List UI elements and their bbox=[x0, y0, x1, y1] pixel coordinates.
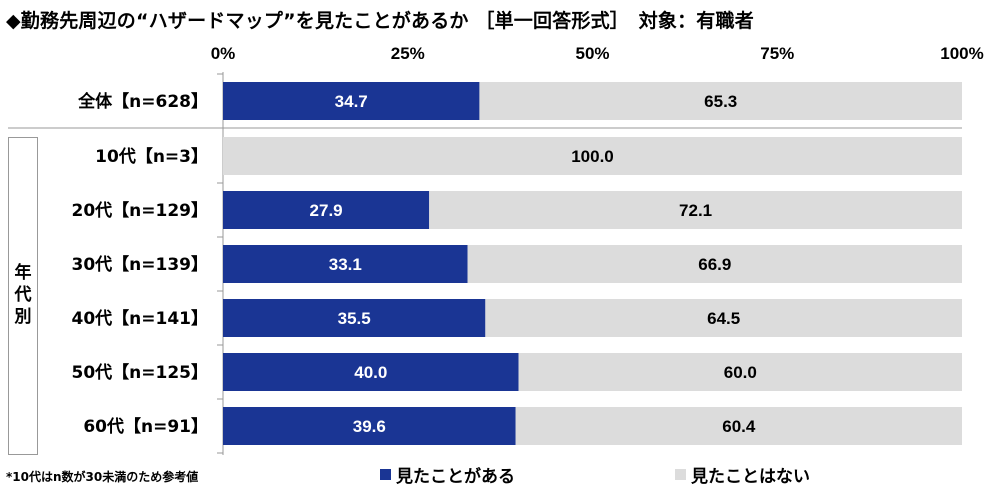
bar-seen bbox=[223, 245, 468, 283]
bar-seen bbox=[223, 82, 480, 120]
x-tick-label: 100% bbox=[940, 44, 983, 63]
value-label-seen: 33.1 bbox=[329, 255, 362, 274]
bar-seen bbox=[223, 299, 486, 337]
row-label: 40代【n=141】 bbox=[72, 308, 209, 329]
value-label-seen: 34.7 bbox=[335, 92, 368, 111]
value-label-seen: 27.9 bbox=[310, 201, 343, 220]
row-label: 30代【n=139】 bbox=[72, 254, 209, 275]
age-group-label: 年代別 bbox=[14, 263, 32, 327]
bar-not-seen bbox=[429, 191, 962, 229]
legend-item-not-seen: 見たことはない bbox=[675, 462, 810, 487]
value-label-not-seen: 60.0 bbox=[724, 363, 757, 382]
legend-label-not-seen: 見たことはない bbox=[691, 467, 810, 487]
value-label-not-seen: 64.5 bbox=[707, 309, 740, 328]
chart-title: ◆勤務先周辺の“ハザードマップ”を見たことがあるか ［単一回答形式］ 対象：有職… bbox=[6, 10, 754, 32]
x-tick-label: 0% bbox=[211, 44, 236, 63]
x-tick-label: 75% bbox=[760, 44, 794, 63]
footnote: *10代はn数が30未満のため参考値 bbox=[6, 470, 199, 484]
value-label-seen: 35.5 bbox=[338, 309, 371, 328]
legend-item-seen: 見たことがある bbox=[380, 462, 515, 487]
bar-not-seen bbox=[515, 407, 962, 445]
row-label: 50代【n=125】 bbox=[72, 362, 209, 383]
bar-seen bbox=[223, 407, 516, 445]
row-label: 10代【n=3】 bbox=[95, 146, 208, 167]
bar-not-seen bbox=[223, 137, 962, 175]
legend-label-seen: 見たことがある bbox=[396, 467, 515, 487]
bar-seen bbox=[223, 191, 430, 229]
bar-not-seen bbox=[467, 245, 962, 283]
legend-swatch-seen bbox=[380, 469, 391, 480]
value-label-not-seen: 60.4 bbox=[722, 417, 756, 436]
legend-swatch-not-seen bbox=[675, 469, 686, 480]
value-label-not-seen: 72.1 bbox=[679, 201, 712, 220]
bar-not-seen bbox=[518, 353, 962, 391]
bar-not-seen bbox=[485, 299, 962, 337]
x-tick-label: 25% bbox=[391, 44, 425, 63]
bar-seen bbox=[223, 353, 519, 391]
value-label-not-seen: 66.9 bbox=[698, 255, 731, 274]
row-label: 全体【n=628】 bbox=[77, 91, 208, 112]
bar-not-seen bbox=[479, 82, 962, 120]
value-label-seen: 39.6 bbox=[353, 417, 386, 436]
row-label: 60代【n=91】 bbox=[83, 416, 208, 437]
age-group-bracket bbox=[8, 137, 38, 455]
x-tick-label: 50% bbox=[575, 44, 609, 63]
value-label-not-seen: 65.3 bbox=[704, 92, 737, 111]
value-label-seen: 40.0 bbox=[354, 363, 387, 382]
row-label: 20代【n=129】 bbox=[72, 200, 209, 221]
value-label-not-seen: 100.0 bbox=[571, 147, 614, 166]
